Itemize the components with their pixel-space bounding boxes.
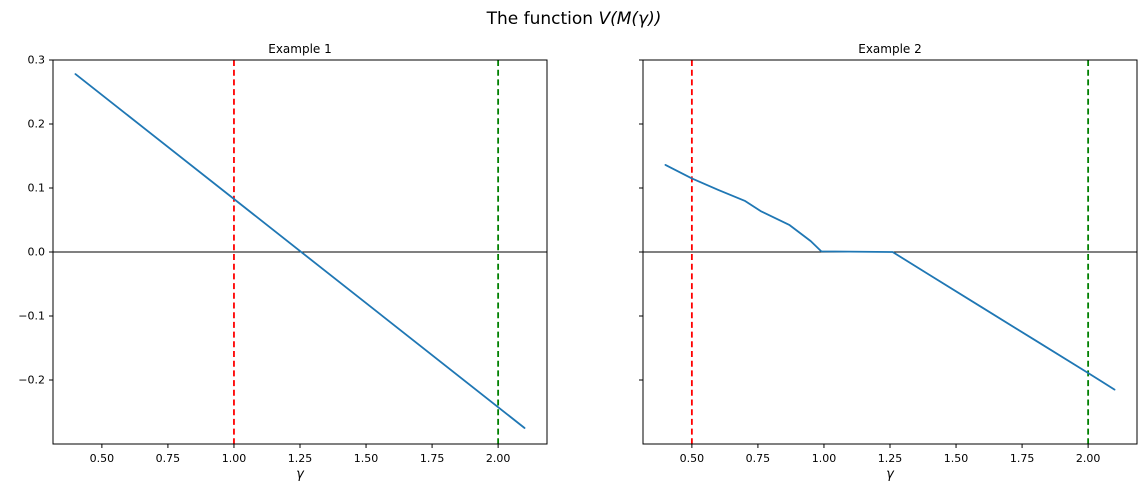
x-tick-label: 1.00 bbox=[222, 452, 247, 465]
x-tick-label: 1.75 bbox=[1010, 452, 1035, 465]
figure-title-text: The function bbox=[486, 9, 599, 29]
x-tick-label: 2.00 bbox=[486, 452, 511, 465]
x-tick-label: 1.75 bbox=[420, 452, 445, 465]
x-tick-label: 0.50 bbox=[680, 452, 705, 465]
x-tick-label: 1.50 bbox=[944, 452, 969, 465]
x-axis-label: γ bbox=[886, 467, 895, 482]
y-tick-label: −0.1 bbox=[18, 310, 45, 323]
y-tick-label: −0.2 bbox=[18, 374, 45, 387]
x-tick-label: 0.50 bbox=[90, 452, 115, 465]
series-line-V-of-M-gamma bbox=[74, 73, 526, 429]
x-axis-label: γ bbox=[296, 467, 305, 482]
y-tick-label: 0.1 bbox=[28, 182, 46, 195]
x-tick-label: 1.50 bbox=[354, 452, 379, 465]
series-line-V-of-M-gamma bbox=[664, 164, 1116, 391]
x-tick-label: 2.00 bbox=[1076, 452, 1101, 465]
subplot-title-2: Example 2 bbox=[858, 42, 922, 56]
subplot-title-1: Example 1 bbox=[268, 42, 332, 56]
y-tick-label: 0.2 bbox=[28, 118, 46, 131]
x-tick-label: 1.00 bbox=[812, 452, 837, 465]
y-tick-label: 0.0 bbox=[28, 246, 46, 259]
x-tick-label: 0.75 bbox=[156, 452, 181, 465]
figure-title: The function V(M(γ)) bbox=[0, 9, 1148, 29]
x-tick-label: 0.75 bbox=[746, 452, 771, 465]
x-tick-label: 1.25 bbox=[878, 452, 903, 465]
figure-title-math: V(M(γ)) bbox=[598, 9, 662, 29]
x-tick-label: 1.25 bbox=[288, 452, 313, 465]
y-tick-label: 0.3 bbox=[28, 54, 46, 67]
